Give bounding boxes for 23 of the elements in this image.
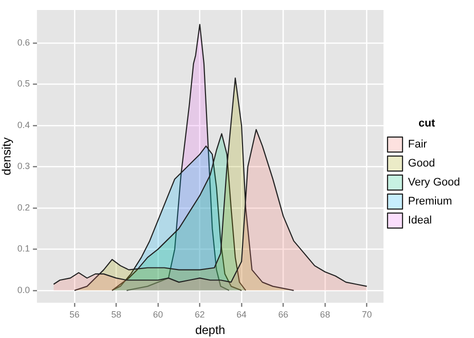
x-tick-label: 70 [362,310,372,320]
x-tick-label: 58 [111,310,122,320]
y-tick-label: 0.0 [17,284,30,295]
y-tick-label: 0.6 [17,37,30,48]
y-axis-title: density [0,137,14,176]
legend-label: Ideal [408,214,432,227]
legend-label: Premium [408,196,452,208]
x-tick-label: 66 [278,310,288,320]
legend-label: Good [408,158,435,170]
x-tick-label: 64 [236,310,247,320]
x-tick-label: 62 [194,310,205,320]
x-tick-label: 60 [153,310,164,320]
y-tick-label: 0.1 [17,244,30,254]
legend-label: Very Good [408,176,460,189]
legend-label: Fair [408,138,428,151]
y-tick-label: 0.4 [17,120,30,130]
x-axis-title: depth [195,323,226,338]
x-tick-label: 56 [69,310,80,320]
y-tick-label: 0.5 [17,78,30,89]
y-tick-label: 0.3 [17,161,30,172]
y-tick-label: 0.2 [17,202,30,212]
legend-title: cut [418,117,436,130]
x-tick-label: 68 [320,310,330,320]
